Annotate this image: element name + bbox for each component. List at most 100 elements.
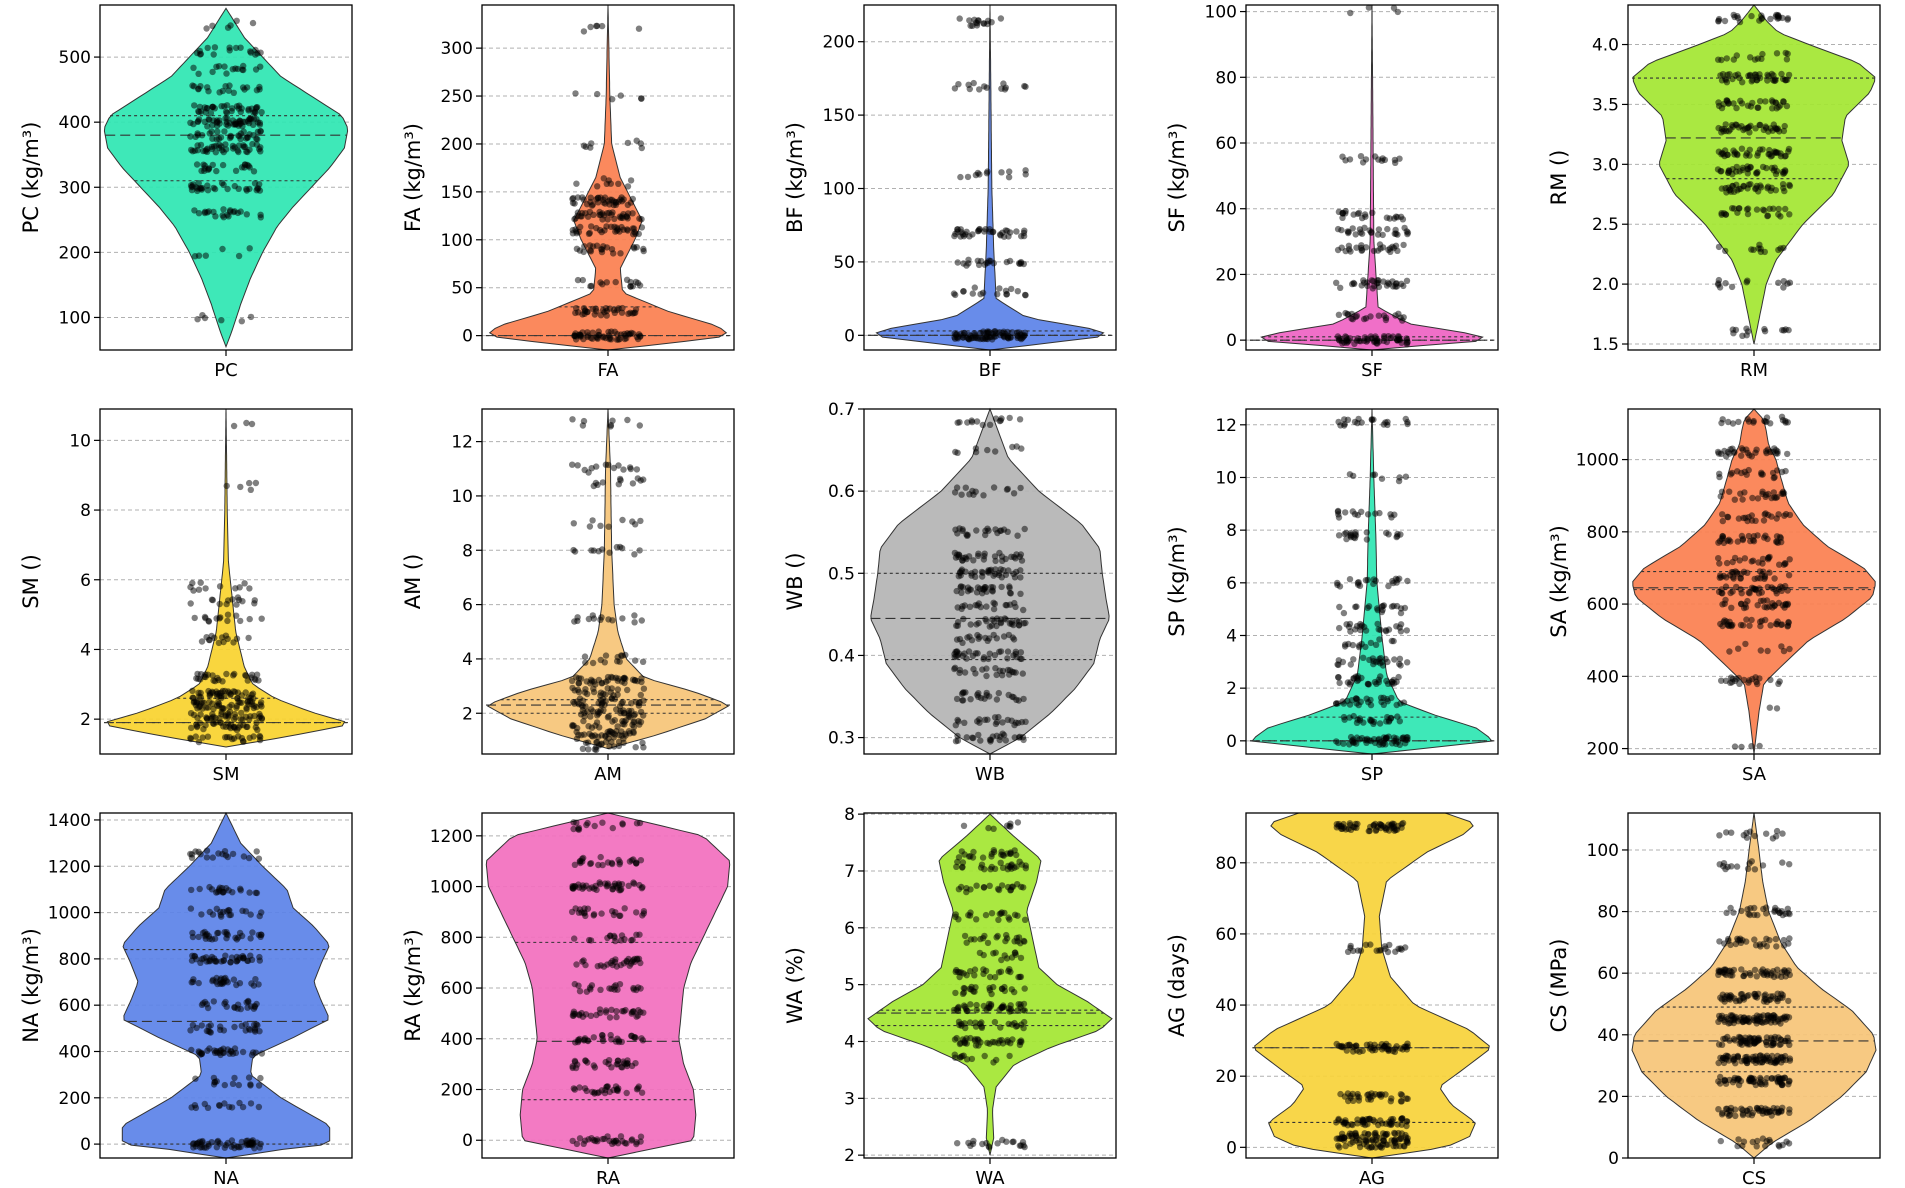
data-point bbox=[952, 722, 959, 729]
data-point bbox=[1022, 292, 1029, 299]
data-point bbox=[243, 419, 250, 427]
data-point bbox=[1364, 1136, 1372, 1144]
data-point bbox=[247, 313, 255, 321]
data-point bbox=[1715, 539, 1722, 546]
data-point bbox=[233, 103, 241, 110]
data-point bbox=[1739, 496, 1746, 503]
data-point bbox=[1336, 679, 1343, 687]
data-point bbox=[1004, 883, 1012, 891]
data-point bbox=[190, 64, 197, 72]
data-point bbox=[212, 719, 220, 726]
data-point bbox=[1754, 602, 1761, 609]
y-tick-label: 2 bbox=[844, 1146, 855, 1166]
violin-body bbox=[875, 5, 1105, 351]
data-point bbox=[1373, 605, 1381, 612]
y-tick-label: 10 bbox=[69, 431, 91, 451]
data-point bbox=[991, 714, 999, 721]
data-point bbox=[625, 210, 632, 217]
data-point bbox=[200, 725, 207, 733]
data-point bbox=[187, 734, 194, 742]
data-point bbox=[1391, 656, 1398, 663]
data-point bbox=[999, 851, 1007, 859]
data-point bbox=[1715, 99, 1722, 106]
data-point bbox=[252, 1049, 260, 1056]
data-point bbox=[216, 600, 223, 608]
data-point bbox=[232, 585, 239, 592]
data-point bbox=[582, 1057, 589, 1064]
data-point bbox=[1757, 647, 1765, 654]
data-point bbox=[574, 462, 581, 469]
data-point bbox=[1784, 50, 1791, 57]
data-point bbox=[1743, 446, 1750, 453]
data-point bbox=[954, 1140, 961, 1147]
data-point bbox=[1013, 934, 1020, 942]
x-category-label: BF bbox=[979, 360, 1002, 381]
data-point bbox=[1006, 584, 1013, 592]
data-point bbox=[243, 723, 250, 730]
data-point bbox=[1776, 678, 1783, 685]
data-points bbox=[568, 416, 648, 754]
data-point bbox=[1017, 484, 1024, 492]
data-point bbox=[1016, 416, 1024, 423]
y-tick-label: 0.4 bbox=[828, 646, 855, 666]
data-point bbox=[1762, 991, 1769, 998]
data-point bbox=[1719, 1056, 1726, 1063]
data-point bbox=[1364, 680, 1372, 688]
data-point bbox=[1006, 414, 1013, 422]
data-point bbox=[983, 672, 990, 680]
data-point bbox=[613, 1086, 621, 1094]
data-point bbox=[191, 207, 198, 214]
data-point bbox=[1786, 1106, 1793, 1113]
data-point bbox=[250, 168, 258, 175]
data-point bbox=[1392, 312, 1399, 319]
data-point bbox=[242, 1027, 249, 1034]
data-point bbox=[1780, 647, 1788, 655]
violin-body bbox=[870, 407, 1110, 755]
data-point bbox=[1752, 1038, 1759, 1046]
data-point bbox=[252, 46, 259, 54]
data-point bbox=[1019, 1138, 1027, 1146]
data-point bbox=[1385, 582, 1392, 590]
data-point bbox=[196, 693, 203, 700]
data-point bbox=[623, 335, 630, 342]
data-point bbox=[588, 282, 595, 290]
data-point bbox=[1735, 205, 1743, 212]
data-point bbox=[963, 655, 970, 662]
data-point bbox=[1786, 556, 1793, 563]
data-point bbox=[1747, 103, 1755, 110]
data-point bbox=[1717, 1073, 1724, 1081]
data-point bbox=[1773, 538, 1780, 545]
data-point bbox=[1360, 654, 1367, 661]
data-point bbox=[995, 689, 1002, 697]
data-point bbox=[1403, 1118, 1410, 1125]
data-point bbox=[609, 96, 616, 103]
data-point bbox=[1346, 701, 1354, 708]
data-point bbox=[981, 1052, 988, 1060]
data-point bbox=[636, 819, 644, 827]
data-point bbox=[997, 968, 1005, 975]
data-point bbox=[1373, 280, 1381, 287]
data-point bbox=[581, 1085, 589, 1092]
data-point bbox=[998, 909, 1005, 916]
data-point bbox=[973, 1006, 980, 1014]
data-point bbox=[1403, 277, 1411, 284]
data-point bbox=[1391, 1129, 1398, 1137]
data-point bbox=[1395, 673, 1402, 681]
data-point bbox=[991, 974, 999, 981]
data-point bbox=[571, 935, 578, 942]
data-point bbox=[208, 886, 216, 893]
data-point bbox=[594, 1089, 601, 1097]
data-point bbox=[588, 547, 595, 554]
x-category-label: WB bbox=[975, 764, 1005, 785]
data-point bbox=[592, 479, 600, 487]
data-point bbox=[986, 973, 994, 981]
data-point bbox=[576, 1035, 583, 1043]
data-point bbox=[625, 882, 632, 889]
data-point bbox=[1359, 1120, 1367, 1128]
data-point bbox=[984, 20, 991, 28]
data-point bbox=[598, 228, 605, 236]
data-point bbox=[1335, 739, 1342, 747]
data-point bbox=[1726, 488, 1733, 495]
data-point bbox=[990, 572, 997, 579]
